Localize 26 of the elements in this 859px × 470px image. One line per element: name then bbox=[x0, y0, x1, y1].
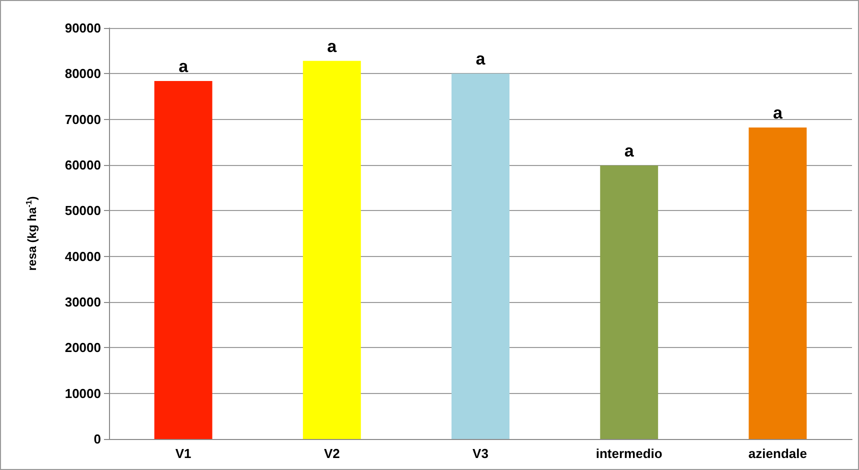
y-tick-label: 0 bbox=[94, 432, 101, 446]
y-tick-label: 40000 bbox=[64, 248, 101, 264]
y-axis-title: resa (kg ha-1) bbox=[24, 196, 39, 271]
bar bbox=[748, 128, 807, 439]
x-tick-label: V3 bbox=[472, 446, 488, 461]
y-tick-label: 20000 bbox=[64, 340, 101, 356]
bar bbox=[600, 165, 658, 439]
annotation: a bbox=[476, 50, 486, 69]
x-tick-label: V1 bbox=[175, 446, 192, 461]
annotation: a bbox=[624, 141, 634, 160]
x-tick-label: aziendale bbox=[748, 446, 807, 461]
y-tick-label: 10000 bbox=[64, 386, 101, 401]
x-tick-label: intermedio bbox=[596, 446, 662, 461]
bar bbox=[154, 80, 212, 439]
y-tick-label: 80000 bbox=[64, 66, 101, 82]
y-tick-label: 30000 bbox=[64, 294, 101, 310]
y-tick-label: 70000 bbox=[64, 112, 101, 127]
bar bbox=[302, 60, 361, 439]
x-tick-label: V2 bbox=[324, 446, 340, 461]
annotation: a bbox=[772, 104, 783, 123]
annotation: a bbox=[327, 36, 338, 56]
y-tick-label: 50000 bbox=[64, 203, 101, 218]
y-tick-label: 60000 bbox=[64, 158, 101, 172]
y-tick-label: 90000 bbox=[64, 20, 101, 36]
bar bbox=[452, 74, 510, 439]
annotation: a bbox=[178, 56, 189, 76]
